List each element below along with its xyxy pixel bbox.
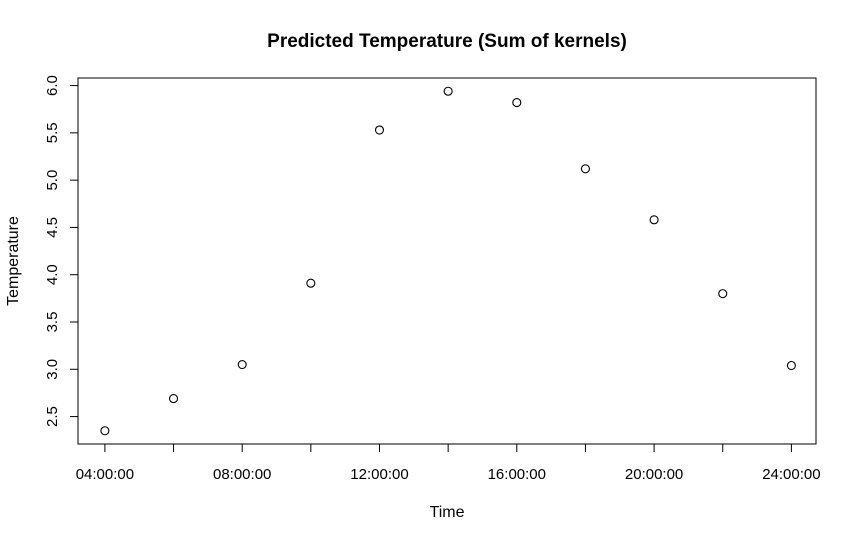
y-tick-label: 2.5	[44, 406, 61, 427]
y-tick-label: 4.0	[44, 264, 61, 285]
y-tick-label: 6.0	[44, 75, 61, 96]
chart-title: Predicted Temperature (Sum of kernels)	[267, 31, 627, 52]
y-axis: 2.5 3.0 3.5 4.0 4.5 5.0 5.5 6.0	[44, 75, 79, 427]
data-point	[306, 278, 316, 288]
data-point	[718, 289, 728, 299]
data-point	[374, 125, 385, 135]
x-tick-label: 12:00:00	[350, 466, 408, 483]
data-point	[580, 164, 590, 174]
x-tick-label: 16:00:00	[488, 466, 546, 483]
y-tick-label: 4.5	[44, 217, 61, 238]
data-points	[100, 86, 796, 436]
y-tick-label: 3.0	[44, 359, 61, 380]
data-point	[443, 86, 453, 96]
plot-frame	[77, 77, 817, 445]
x-axis: 04:00:00 08:00:00 12:00:00 16:00:00 20:00:00…	[76, 443, 821, 483]
x-axis-label: Time	[430, 504, 465, 521]
x-tick-label: 24:00:00	[762, 466, 820, 483]
data-point	[786, 360, 796, 371]
x-tick-label: 20:00:00	[625, 466, 683, 483]
y-tick-label: 3.5	[44, 312, 61, 333]
data-point	[512, 98, 522, 108]
data-point	[100, 426, 110, 436]
y-tick-label: 5.5	[44, 122, 61, 143]
x-tick-label: 08:00:00	[213, 466, 271, 483]
data-point	[649, 215, 659, 225]
y-axis-label: Temperature	[5, 216, 22, 306]
y-tick-label: 5.0	[44, 170, 61, 191]
data-point	[237, 360, 247, 370]
data-point	[168, 394, 179, 404]
x-tick-label: 04:00:00	[76, 466, 134, 483]
